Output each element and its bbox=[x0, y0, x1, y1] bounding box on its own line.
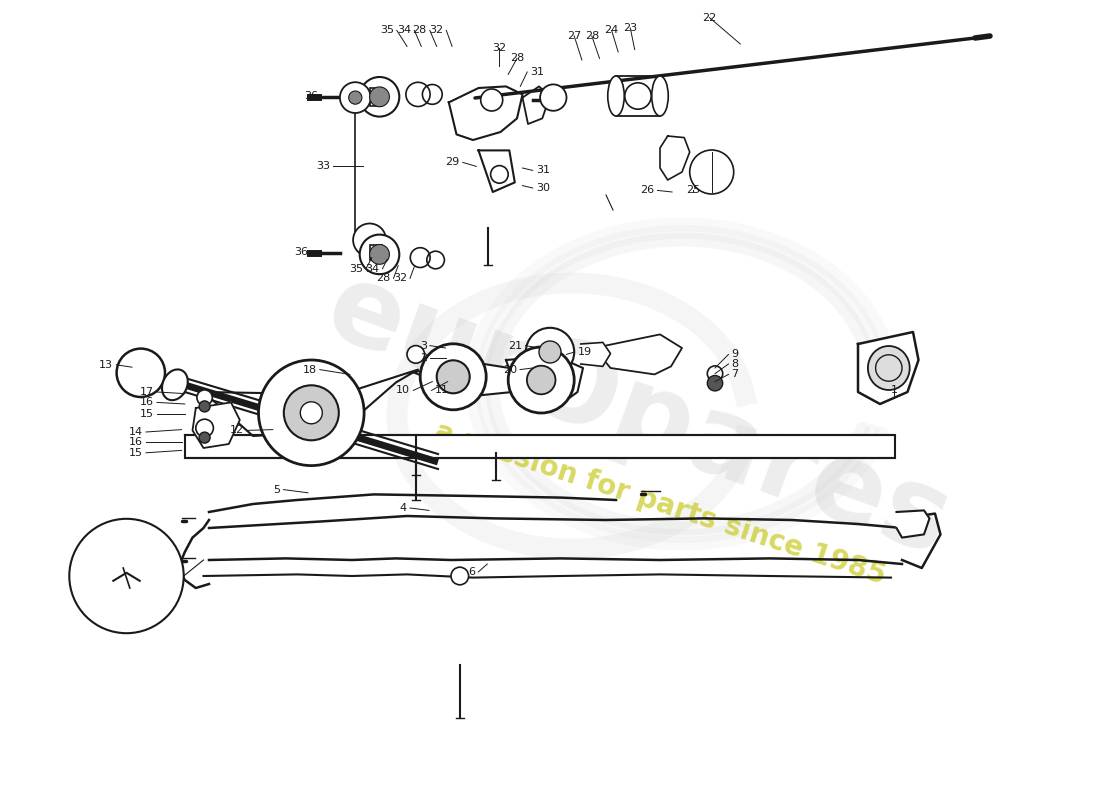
Text: 34: 34 bbox=[365, 264, 380, 274]
Circle shape bbox=[353, 223, 386, 257]
Text: 30: 30 bbox=[536, 183, 550, 193]
Text: 10: 10 bbox=[396, 386, 410, 395]
Circle shape bbox=[370, 245, 389, 264]
Text: 6: 6 bbox=[469, 567, 475, 577]
Text: 13: 13 bbox=[99, 360, 113, 370]
Circle shape bbox=[437, 360, 470, 394]
Text: 24: 24 bbox=[605, 26, 618, 35]
Polygon shape bbox=[581, 342, 611, 366]
Text: 17: 17 bbox=[140, 387, 154, 397]
Circle shape bbox=[340, 82, 371, 113]
Circle shape bbox=[370, 87, 389, 106]
Polygon shape bbox=[449, 86, 522, 140]
Text: 20: 20 bbox=[503, 365, 517, 374]
Bar bbox=[370, 245, 382, 260]
Text: 5: 5 bbox=[274, 485, 280, 494]
Text: 32: 32 bbox=[429, 26, 443, 35]
Polygon shape bbox=[858, 332, 918, 404]
Polygon shape bbox=[616, 76, 660, 116]
Text: 33: 33 bbox=[316, 161, 330, 170]
Circle shape bbox=[199, 401, 210, 412]
Ellipse shape bbox=[690, 150, 734, 194]
Circle shape bbox=[199, 432, 210, 443]
Circle shape bbox=[707, 375, 723, 391]
Text: 28: 28 bbox=[510, 54, 524, 63]
Text: 18: 18 bbox=[302, 365, 317, 374]
Circle shape bbox=[420, 344, 486, 410]
Text: 36: 36 bbox=[294, 247, 308, 257]
Circle shape bbox=[360, 77, 399, 117]
Polygon shape bbox=[478, 150, 515, 192]
Text: 28: 28 bbox=[585, 31, 598, 41]
Text: 14: 14 bbox=[129, 427, 143, 437]
Text: 15: 15 bbox=[129, 448, 143, 458]
Polygon shape bbox=[594, 334, 682, 374]
Polygon shape bbox=[192, 402, 240, 448]
Circle shape bbox=[360, 234, 399, 274]
Circle shape bbox=[526, 328, 574, 376]
Circle shape bbox=[300, 402, 322, 424]
Circle shape bbox=[451, 567, 469, 585]
Circle shape bbox=[196, 419, 213, 437]
Polygon shape bbox=[185, 435, 895, 458]
Polygon shape bbox=[204, 370, 418, 436]
Circle shape bbox=[284, 386, 339, 440]
Circle shape bbox=[540, 84, 566, 111]
Ellipse shape bbox=[162, 370, 188, 400]
Text: 34: 34 bbox=[397, 26, 411, 35]
Text: 32: 32 bbox=[393, 274, 407, 283]
Text: 25: 25 bbox=[686, 186, 700, 195]
Text: 9: 9 bbox=[732, 350, 738, 359]
Circle shape bbox=[69, 519, 184, 634]
Bar bbox=[370, 88, 382, 106]
Circle shape bbox=[407, 346, 425, 363]
Circle shape bbox=[707, 366, 723, 382]
Circle shape bbox=[527, 366, 556, 394]
Text: 8: 8 bbox=[732, 359, 738, 369]
Text: 12: 12 bbox=[230, 426, 244, 435]
Text: 26: 26 bbox=[640, 186, 654, 195]
Polygon shape bbox=[896, 510, 929, 538]
Text: 27: 27 bbox=[568, 31, 581, 41]
Text: 22: 22 bbox=[703, 13, 716, 22]
Text: 3: 3 bbox=[420, 341, 427, 350]
Text: 28: 28 bbox=[412, 26, 427, 35]
Text: 31: 31 bbox=[536, 166, 550, 175]
Text: 15: 15 bbox=[140, 409, 154, 418]
Text: 4: 4 bbox=[400, 503, 407, 513]
Text: 28: 28 bbox=[376, 274, 390, 283]
Text: 16: 16 bbox=[129, 438, 143, 447]
Circle shape bbox=[539, 341, 561, 363]
Text: a passion for parts since 1985: a passion for parts since 1985 bbox=[431, 418, 889, 590]
Polygon shape bbox=[412, 364, 550, 396]
Circle shape bbox=[117, 349, 165, 397]
Text: 23: 23 bbox=[624, 23, 637, 33]
Circle shape bbox=[508, 347, 574, 413]
Text: 35: 35 bbox=[349, 264, 363, 274]
Ellipse shape bbox=[868, 346, 910, 390]
Text: 11: 11 bbox=[434, 386, 449, 395]
Text: 7: 7 bbox=[732, 370, 738, 379]
Circle shape bbox=[625, 82, 651, 110]
Circle shape bbox=[349, 91, 362, 104]
Polygon shape bbox=[506, 356, 583, 408]
Text: 29: 29 bbox=[446, 158, 460, 167]
Text: 16: 16 bbox=[140, 398, 154, 407]
Text: 21: 21 bbox=[508, 341, 522, 350]
Ellipse shape bbox=[608, 76, 625, 116]
Text: 2: 2 bbox=[420, 353, 427, 362]
Text: 31: 31 bbox=[530, 67, 544, 77]
Circle shape bbox=[481, 89, 503, 111]
Polygon shape bbox=[660, 136, 690, 180]
Polygon shape bbox=[522, 86, 550, 124]
Ellipse shape bbox=[651, 76, 669, 116]
Circle shape bbox=[258, 360, 364, 466]
Text: 32: 32 bbox=[493, 43, 506, 53]
Text: eurOpares: eurOpares bbox=[312, 254, 964, 578]
Text: 19: 19 bbox=[578, 347, 592, 357]
Text: 35: 35 bbox=[379, 26, 394, 35]
Text: 36: 36 bbox=[304, 91, 318, 101]
Text: 1: 1 bbox=[891, 386, 898, 395]
Circle shape bbox=[197, 390, 212, 406]
